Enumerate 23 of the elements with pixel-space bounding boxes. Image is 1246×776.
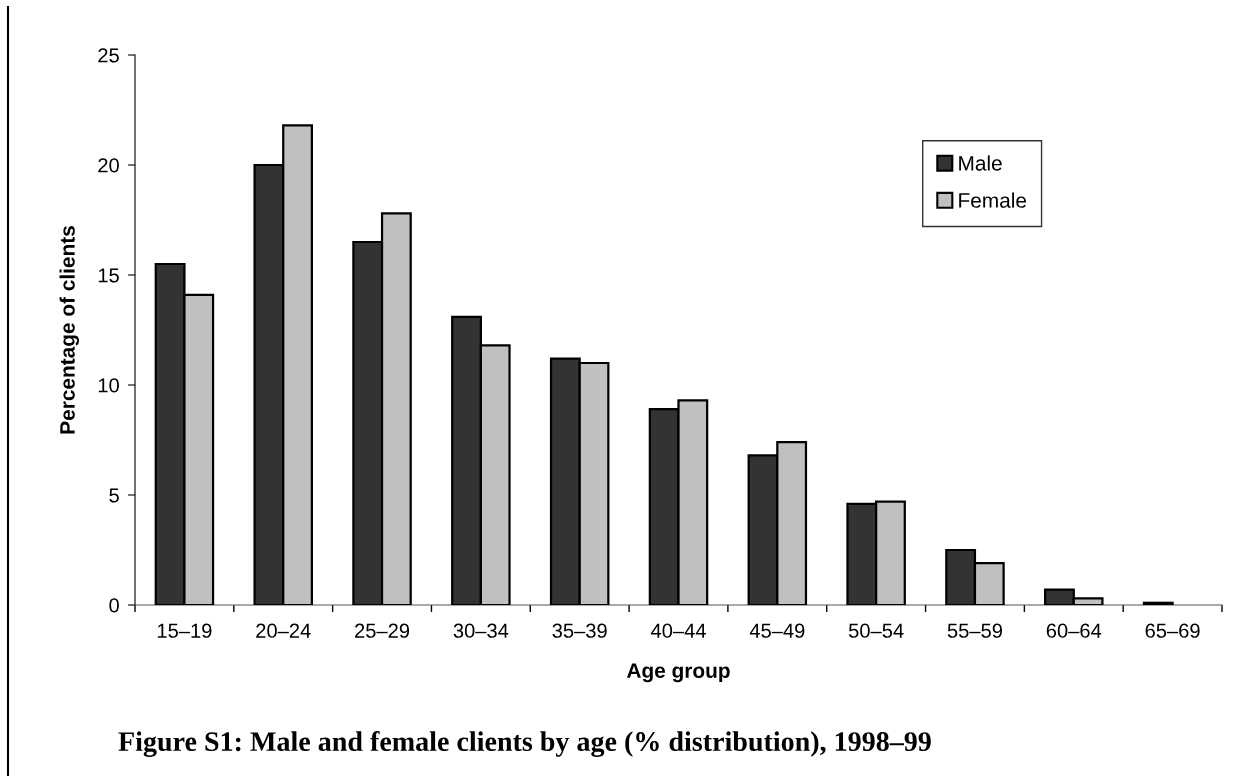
x-axis-title: Age group (626, 663, 730, 683)
bar (1142, 601, 1174, 605)
caption: Figure S1: Male and female clients by age (% distribution), 1998–99 (118, 731, 931, 757)
x-tick-label: 40–44 (650, 623, 706, 638)
x-tick-label: 60–64 (1046, 623, 1102, 638)
x-tick-label: 20–24 (256, 623, 311, 638)
legend-label: Female (959, 192, 1027, 208)
x-tick-label: 15–19 (157, 623, 212, 638)
legend-label: Male (959, 155, 1002, 171)
y-tick-label: 15 (98, 268, 119, 283)
x-tick-label: 50–54 (848, 623, 904, 638)
x-tick-label: 55–59 (947, 623, 1002, 638)
x-tick-label: 30–34 (453, 623, 509, 638)
y-tick-label: 10 (98, 378, 119, 393)
y-axis-title: Percentage of clients (59, 226, 80, 434)
x-tick-label: 45–49 (749, 623, 805, 638)
x-tick-label: 35–39 (552, 623, 607, 638)
y-tick-label: 20 (98, 158, 119, 173)
y-tick-label: 25 (98, 48, 119, 63)
y-tick-label: 0 (109, 598, 119, 613)
y-tick-label: 5 (109, 488, 119, 503)
x-tick-label: 25–29 (355, 623, 410, 638)
x-tick-label: 65–69 (1145, 623, 1200, 638)
